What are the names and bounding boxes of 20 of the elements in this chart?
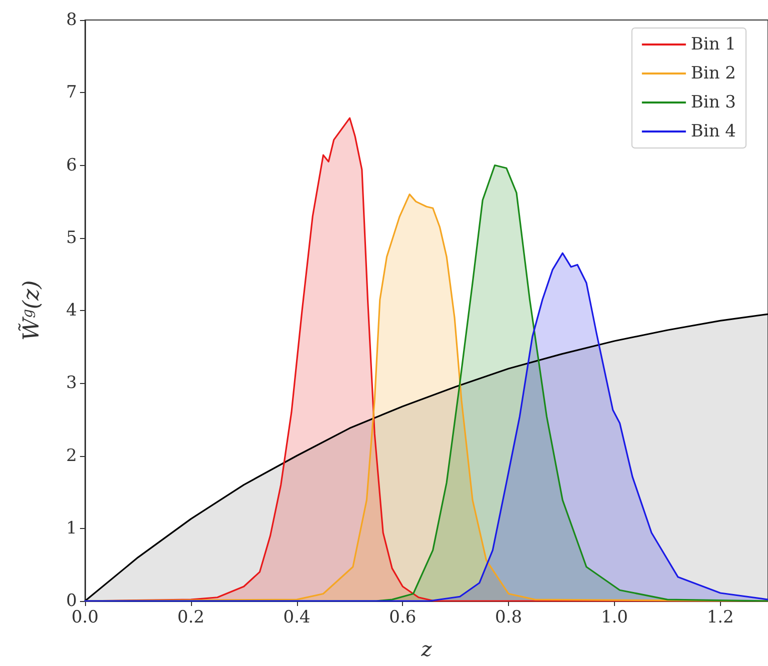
x-tick-label: 1.2 <box>706 608 734 628</box>
y-axis-title: W̃g(z) <box>17 280 44 341</box>
x-tick-label: 0.8 <box>495 608 522 628</box>
y-tick-label: 7 <box>66 82 77 103</box>
x-tick-label: 0.2 <box>177 608 204 628</box>
legend-label: Bin 2 <box>690 64 736 84</box>
x-tick-label: 0.4 <box>283 608 310 628</box>
y-tick-label: 1 <box>66 518 77 538</box>
y-tick-label: 3 <box>66 373 77 394</box>
legend-label: Bin 3 <box>690 92 736 112</box>
x-tick-label: 0.6 <box>389 608 416 628</box>
y-tick-label: 5 <box>66 228 77 248</box>
y-tick-label: 4 <box>66 300 77 320</box>
x-axis-title: z <box>420 637 432 661</box>
y-tick-label: 6 <box>66 155 77 176</box>
y-tick-label: 2 <box>66 446 77 466</box>
legend-label: Bin 1 <box>690 34 736 54</box>
legend-label: Bin 4 <box>690 122 736 142</box>
y-tick-label: 8 <box>66 10 77 30</box>
x-tick-label: 1.0 <box>600 608 628 628</box>
